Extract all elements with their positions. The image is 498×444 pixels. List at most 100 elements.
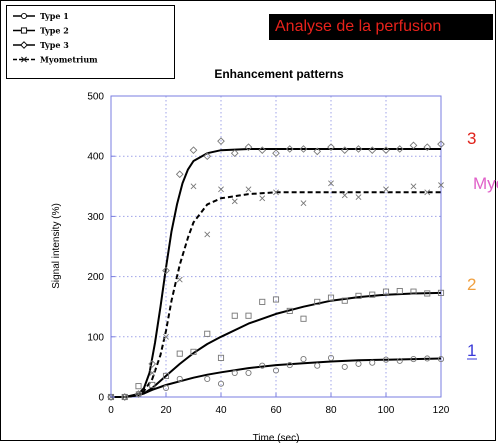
data-point xyxy=(383,186,389,193)
annotation-type-3: 3 xyxy=(467,129,476,148)
data-point xyxy=(341,192,348,199)
data-point xyxy=(327,354,335,361)
data-point xyxy=(148,360,157,368)
data-point xyxy=(272,149,280,158)
data-point xyxy=(272,367,280,374)
data-point xyxy=(176,276,183,283)
data-point xyxy=(314,298,321,305)
data-point xyxy=(259,195,266,202)
data-point xyxy=(286,307,293,314)
data-point xyxy=(369,359,376,366)
legend-marker xyxy=(20,41,28,49)
legend-entries: Type 1 Type 2 Type 3 Myometrium xyxy=(13,11,98,65)
data-point xyxy=(410,288,417,295)
series-line-type-2 xyxy=(111,291,442,398)
data-point xyxy=(395,145,404,153)
data-point xyxy=(175,170,184,179)
chart-points xyxy=(107,137,445,401)
legend-marker xyxy=(20,27,28,34)
data-point xyxy=(438,182,444,189)
slide-banner: Analyse de la perfusion xyxy=(269,14,493,40)
data-point xyxy=(245,369,252,376)
data-point xyxy=(162,372,170,379)
x-axis-label: Time (sec) xyxy=(253,433,300,444)
data-point xyxy=(162,266,170,275)
data-point xyxy=(299,145,308,153)
legend-label: Type 1 xyxy=(40,11,69,21)
data-point xyxy=(259,298,266,305)
data-point xyxy=(204,375,211,382)
data-point xyxy=(162,384,170,392)
data-point xyxy=(354,145,363,153)
data-point xyxy=(369,291,376,298)
data-point xyxy=(424,355,431,362)
data-point xyxy=(245,186,252,193)
data-point xyxy=(135,391,142,397)
data-point xyxy=(396,357,403,364)
data-point xyxy=(286,362,293,369)
y-tick-label: 100 xyxy=(87,332,104,343)
y-tick-label: 0 xyxy=(98,393,104,404)
data-point xyxy=(300,200,307,207)
y-tick-label: 400 xyxy=(87,152,104,163)
series-line-type-1 xyxy=(111,357,442,398)
data-point xyxy=(218,186,224,193)
data-point xyxy=(340,146,349,155)
x-tick-label: 0 xyxy=(108,405,114,416)
legend-label: Type 3 xyxy=(40,40,69,50)
data-point xyxy=(437,356,445,363)
data-point xyxy=(204,231,211,238)
y-tick-label: 500 xyxy=(87,92,104,103)
data-point xyxy=(437,289,445,296)
data-point xyxy=(244,143,253,152)
y-tick-label: 300 xyxy=(87,212,104,223)
data-point xyxy=(355,360,362,367)
data-point xyxy=(341,363,348,370)
data-point xyxy=(204,330,211,337)
data-point xyxy=(423,143,432,152)
legend-marker xyxy=(20,12,28,20)
annotation-type-2: 2 xyxy=(467,275,476,294)
data-point xyxy=(355,292,362,299)
data-point xyxy=(273,189,279,196)
data-point xyxy=(272,296,280,303)
data-point xyxy=(409,141,418,150)
data-point xyxy=(300,356,307,363)
data-point xyxy=(437,140,445,148)
data-point xyxy=(368,146,377,155)
x-tick-label: 100 xyxy=(378,405,395,416)
data-point xyxy=(149,381,156,389)
data-point xyxy=(341,297,348,304)
x-tick-label: 80 xyxy=(325,405,337,416)
data-point xyxy=(327,143,335,152)
data-point xyxy=(259,362,266,369)
data-point xyxy=(134,390,143,398)
x-tick-label: 20 xyxy=(160,405,172,416)
data-point xyxy=(328,180,334,187)
data-point xyxy=(258,146,267,155)
y-axis-label: Signal intensity (%) xyxy=(51,203,62,289)
annotation-myometrium: Myo xyxy=(473,174,498,193)
y-tick-label: 200 xyxy=(87,272,104,283)
data-point xyxy=(313,147,322,156)
data-point xyxy=(230,149,239,158)
series-line-myometrium xyxy=(111,191,441,398)
x-tick-label: 120 xyxy=(433,405,450,416)
data-point xyxy=(382,146,390,155)
data-point xyxy=(120,393,129,401)
data-point xyxy=(190,348,197,355)
data-point xyxy=(285,145,294,153)
legend-marker xyxy=(21,56,27,63)
data-point xyxy=(107,393,115,401)
data-point xyxy=(410,356,417,363)
data-point xyxy=(382,288,390,295)
data-point xyxy=(382,356,390,363)
data-point xyxy=(217,137,225,145)
data-point xyxy=(231,198,238,205)
chart-curves xyxy=(111,148,442,398)
data-point xyxy=(314,362,321,369)
data-point xyxy=(245,312,252,319)
data-point xyxy=(424,189,431,196)
data-point xyxy=(190,183,197,190)
